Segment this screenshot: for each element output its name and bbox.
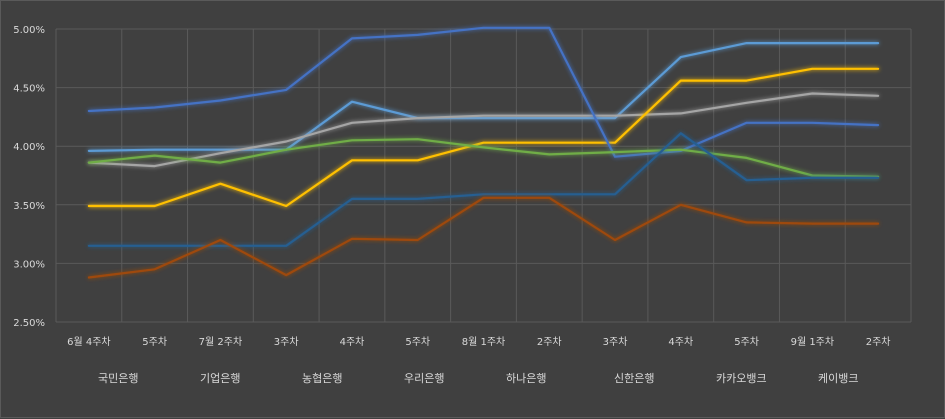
x-tick-label: 5주차	[142, 336, 167, 348]
x-tick-label: 5주차	[405, 336, 430, 348]
legend-label: 국민은행	[98, 372, 138, 385]
legend-label: 농협은행	[302, 372, 342, 385]
y-tick-label: 3.50%	[13, 201, 45, 212]
x-tick-label: 6월 4주차	[67, 336, 111, 348]
y-tick-label: 3.00%	[13, 259, 45, 270]
legend-label: 우리은행	[404, 372, 444, 385]
legend-label: 케이뱅크	[818, 372, 858, 385]
grid	[55, 28, 912, 323]
x-tick-label: 5주차	[734, 336, 759, 348]
legend-label: 하나은행	[506, 371, 546, 385]
x-tick-label: 2주차	[866, 336, 891, 348]
x-tick-label: 2주차	[537, 336, 562, 348]
series-line	[87, 138, 880, 178]
x-tick-label: 3주차	[603, 336, 628, 348]
series-line	[87, 92, 880, 168]
y-tick-label: 5.00%	[13, 25, 45, 36]
y-axis-ticks: 2.50% 3.00% 3.50% 4.00% 4.50% 5.00%	[13, 25, 45, 329]
y-tick-label: 4.50%	[13, 84, 45, 95]
y-tick-label: 2.50%	[13, 318, 45, 329]
series-line	[87, 41, 880, 152]
series-line	[87, 67, 880, 208]
series-line	[87, 26, 880, 158]
legend-label: 기업은행	[200, 372, 240, 385]
y-tick-label: 4.00%	[13, 142, 45, 153]
series-line	[87, 132, 880, 247]
x-tick-label: 8월 1주차	[462, 336, 506, 348]
x-tick-label: 9월 1주차	[791, 336, 835, 348]
x-tick-label: 3주차	[274, 336, 299, 348]
series-lines	[87, 26, 880, 279]
series-line	[87, 196, 880, 279]
x-tick-label: 4주차	[340, 336, 365, 348]
legend-label: 카카오뱅크	[716, 372, 767, 385]
x-tick-label: 7월 2주차	[199, 336, 243, 348]
x-tick-label: 4주차	[668, 336, 693, 348]
x-axis-ticks: 6월 4주차 5주차 7월 2주차 3주차 4주차 5주차 8월 1주차 2주차 3주차 4주차 5…	[67, 336, 890, 348]
legend-label: 신한은행	[614, 372, 654, 385]
legend: 국민은행 기업은행 농협은행 우리은행 하나은행 신한은행 카카오뱅크 케이뱅크	[69, 371, 858, 385]
